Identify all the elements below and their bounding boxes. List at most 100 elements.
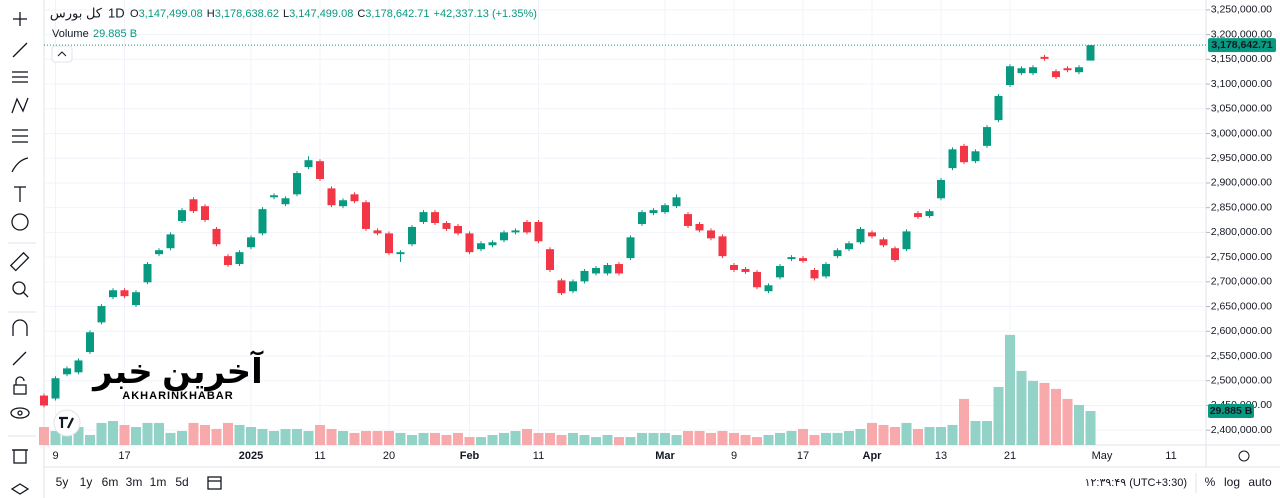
text-tool[interactable]: [14, 186, 26, 202]
candle-body: [350, 194, 359, 202]
range-button[interactable]: 5y: [56, 475, 69, 489]
volume-bar: [706, 432, 716, 445]
volume-bar: [154, 422, 164, 445]
candle-body: [178, 210, 186, 222]
settings-icon[interactable]: [1238, 450, 1250, 462]
candle-body: [40, 395, 48, 406]
y-tick-label: 2,400,000.00: [1211, 424, 1272, 436]
volume-tag: [1208, 404, 1254, 418]
draw-mode-tool[interactable]: [12, 351, 27, 366]
tv-logo: [53, 409, 81, 437]
pattern-tool[interactable]: [11, 97, 29, 114]
x-tick-label: 11: [1165, 450, 1176, 462]
x-tick-label: 2025: [239, 450, 263, 462]
tv-logo-mark: [59, 416, 74, 429]
candle-body: [626, 237, 635, 259]
date-range-icon[interactable]: [207, 476, 222, 490]
candle-body: [155, 250, 163, 255]
candle-body: [247, 237, 255, 248]
remove-tool[interactable]: [12, 449, 28, 464]
candle-body: [396, 252, 405, 255]
candle-body: [1006, 66, 1014, 86]
candle-body: [189, 199, 198, 212]
candle-body: [1086, 45, 1095, 61]
volume-bar: [407, 434, 417, 445]
candle-body: [1040, 56, 1049, 59]
candle-body: [212, 228, 221, 245]
scale-option[interactable]: auto: [1248, 475, 1272, 489]
crosshair-tool[interactable]: [13, 12, 27, 26]
projection-tool[interactable]: [12, 129, 28, 143]
zoom-tool[interactable]: [12, 281, 29, 298]
volume-bar: [188, 422, 199, 445]
ohlc-value: 3,147,499.08: [289, 8, 353, 20]
candle-body: [534, 222, 543, 242]
range-button[interactable]: 1y: [80, 475, 93, 489]
ohlc-value: 3,178,638.62: [215, 8, 279, 20]
y-tick-label: 2,900,000.00: [1211, 177, 1272, 189]
candle-body: [569, 281, 577, 292]
volume-bar: [246, 427, 256, 445]
candle-body: [879, 239, 888, 246]
volume-bar: [211, 428, 222, 445]
volume-bar: [384, 431, 394, 445]
range-button[interactable]: 1m: [150, 475, 167, 489]
hide-tool[interactable]: [10, 407, 30, 419]
range-button[interactable]: 5d: [175, 475, 188, 489]
candle-body: [971, 151, 980, 162]
candle-body: [592, 267, 600, 274]
candle-body: [235, 252, 244, 265]
volume-bar: [326, 428, 337, 445]
candle-body: [132, 292, 140, 306]
volume-bar: [844, 431, 854, 445]
volume-bar: [694, 431, 705, 445]
collapse-button[interactable]: [51, 45, 73, 63]
trend-line-tool[interactable]: [12, 42, 28, 58]
volume-bar: [441, 434, 452, 445]
ohlc-key: H: [207, 8, 215, 20]
candle-body: [281, 198, 290, 205]
ruler-tool[interactable]: [9, 251, 30, 272]
candle-body: [948, 149, 957, 169]
range-button[interactable]: 6m: [102, 475, 119, 489]
volume-bar: [62, 428, 72, 445]
emoji-tool[interactable]: [11, 213, 29, 231]
volume-bar: [372, 431, 383, 445]
candle-body: [362, 202, 370, 229]
scale-option[interactable]: %: [1205, 475, 1216, 489]
fib-tool[interactable]: [12, 71, 28, 83]
volume-bar: [361, 431, 371, 445]
y-tick-label: 3,000,000.00: [1211, 127, 1272, 139]
volume-bar: [878, 424, 889, 445]
y-tick-label: 2,650,000.00: [1211, 300, 1272, 312]
x-tick-label: 20: [383, 450, 395, 462]
volume-bar: [821, 432, 831, 445]
candle-body: [845, 243, 853, 250]
candle-body: [810, 269, 819, 279]
candle-body: [454, 225, 462, 234]
range-button[interactable]: 3m: [126, 475, 143, 489]
volume-bar: [315, 424, 325, 445]
y-tick-label: 3,100,000.00: [1211, 78, 1272, 90]
layers-tool[interactable]: [10, 483, 30, 495]
volume-bar: [200, 424, 210, 445]
magnet-tool[interactable]: [12, 319, 28, 336]
volume-bar: [1005, 334, 1015, 445]
volume-bar: [614, 437, 624, 445]
lock-tool[interactable]: [13, 376, 27, 395]
y-tick-label: 3,150,000.00: [1211, 53, 1272, 65]
ohlc-key: L: [283, 8, 289, 20]
candle-body: [304, 160, 313, 168]
volume-bar: [349, 432, 360, 445]
volume-bar: [936, 427, 946, 445]
candle-body: [580, 270, 589, 282]
candle-body: [937, 179, 945, 199]
interval: 1D: [108, 5, 125, 20]
brush-tool[interactable]: [11, 157, 29, 173]
candle-body: [741, 268, 750, 272]
volume-bar: [1039, 382, 1050, 445]
scale-option[interactable]: log: [1224, 475, 1240, 489]
x-tick-label: 13: [935, 450, 947, 462]
candle-body: [408, 226, 416, 245]
volume-bar: [775, 432, 785, 445]
